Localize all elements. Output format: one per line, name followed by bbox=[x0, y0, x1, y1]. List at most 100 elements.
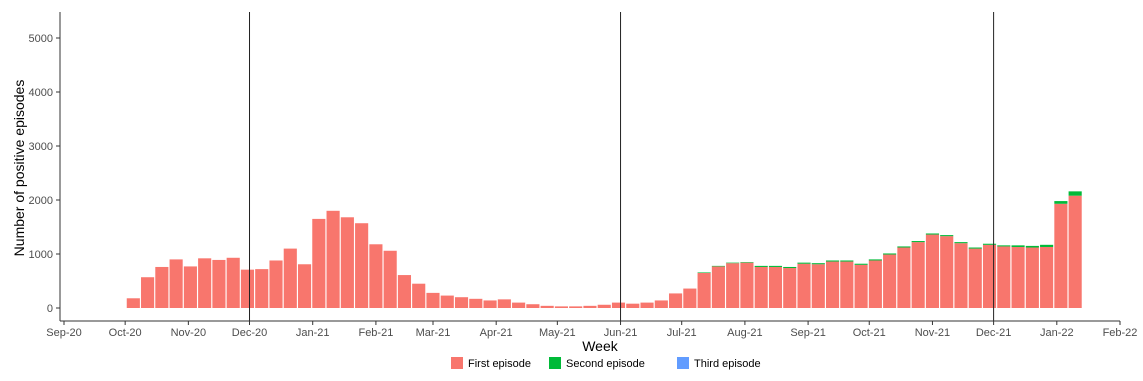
bar-first-episode bbox=[925, 234, 940, 308]
bar-first-episode bbox=[426, 292, 440, 308]
bar-second-episode bbox=[1054, 201, 1068, 204]
bar-first-episode bbox=[954, 243, 968, 308]
bar-first-episode bbox=[540, 305, 554, 308]
bar-first-episode bbox=[883, 254, 897, 308]
x-tick-label: Aug-21 bbox=[727, 327, 762, 339]
bar-first-episode bbox=[711, 266, 725, 308]
bar-first-episode bbox=[1068, 195, 1082, 308]
bar-first-episode bbox=[697, 272, 711, 308]
y-tick-label: 2000 bbox=[29, 195, 53, 207]
x-tick-label: Sep-20 bbox=[46, 327, 81, 339]
bar-first-episode bbox=[868, 260, 882, 308]
bar-first-episode bbox=[854, 264, 868, 308]
bar-second-episode bbox=[883, 253, 897, 255]
x-tick-label: Feb-22 bbox=[1103, 327, 1138, 339]
y-tick-label: 3000 bbox=[29, 141, 53, 153]
y-tick-label: 4000 bbox=[29, 87, 53, 99]
bar-first-episode bbox=[811, 264, 825, 308]
bar-first-episode bbox=[198, 258, 212, 308]
x-tick-label: Mar-21 bbox=[416, 327, 451, 339]
bar-first-episode bbox=[412, 283, 426, 308]
x-ticks-layer: Sep-20 Oct-20 Nov-20 Dec-20 Jan-21 Feb-21 Mar-… bbox=[46, 321, 1137, 339]
x-tick-label: Nov-21 bbox=[915, 327, 950, 339]
bar-first-episode bbox=[126, 298, 140, 308]
x-tick-label: Nov-20 bbox=[171, 327, 206, 339]
x-tick-label: Apr-21 bbox=[480, 327, 513, 339]
bar-second-episode bbox=[711, 265, 725, 267]
bar-second-episode bbox=[783, 266, 797, 269]
bar-second-episode bbox=[982, 243, 997, 245]
x-tick-label: May-21 bbox=[539, 327, 576, 339]
bar-second-episode bbox=[854, 263, 868, 265]
bar-second-episode bbox=[954, 242, 968, 244]
y-tick-label: 0 bbox=[47, 303, 53, 315]
bar-first-episode bbox=[654, 300, 668, 308]
x-axis-title: Week bbox=[582, 338, 619, 354]
bar-first-episode bbox=[597, 304, 611, 308]
bar-first-episode bbox=[312, 218, 326, 308]
bar-first-episode bbox=[255, 269, 269, 308]
bar-first-episode bbox=[897, 247, 911, 308]
legend-swatch bbox=[549, 357, 561, 369]
bar-second-episode bbox=[940, 235, 954, 237]
bar-first-episode bbox=[683, 288, 697, 308]
bar-first-episode bbox=[669, 293, 683, 308]
bar-first-episode bbox=[1040, 246, 1054, 308]
bar-first-episode bbox=[512, 302, 526, 308]
bar-second-episode bbox=[997, 245, 1011, 247]
x-tick-label: Jan-22 bbox=[1040, 327, 1074, 339]
bar-first-episode bbox=[169, 259, 183, 308]
bar-first-episode bbox=[297, 264, 312, 308]
bar-first-episode bbox=[554, 306, 568, 308]
bar-first-episode bbox=[626, 303, 640, 308]
bar-first-episode bbox=[825, 261, 840, 308]
bar-second-episode bbox=[925, 233, 940, 235]
bar-first-episode bbox=[183, 266, 197, 308]
bar-second-episode bbox=[768, 265, 783, 267]
bar-first-episode bbox=[754, 266, 768, 308]
bar-second-episode bbox=[754, 265, 768, 267]
bar-second-episode bbox=[1011, 245, 1025, 247]
bar-first-episode bbox=[440, 295, 454, 308]
legend-label: Third episode bbox=[694, 358, 761, 370]
bar-first-episode bbox=[355, 223, 369, 308]
bar-first-episode bbox=[497, 299, 511, 308]
bar-first-episode bbox=[397, 275, 412, 308]
bar-first-episode bbox=[454, 297, 469, 308]
bar-second-episode bbox=[726, 262, 740, 264]
x-tick-label: Dec-21 bbox=[976, 327, 1011, 339]
x-tick-label: Jul-21 bbox=[667, 327, 697, 339]
bar-first-episode bbox=[1011, 246, 1025, 308]
bar-first-episode bbox=[155, 266, 169, 308]
bar-first-episode bbox=[469, 298, 483, 308]
legend: First episode Second episode Third episode bbox=[451, 357, 761, 370]
bar-first-episode bbox=[797, 263, 811, 308]
bar-second-episode bbox=[697, 272, 711, 273]
y-ticks-layer: 0 1000 2000 3000 4000 5000 bbox=[29, 33, 60, 315]
vertical-lines-layer bbox=[249, 12, 995, 321]
legend-swatch bbox=[677, 357, 689, 369]
bar-first-episode bbox=[726, 263, 740, 308]
bar-second-episode bbox=[868, 259, 882, 261]
bar-second-episode bbox=[968, 247, 982, 249]
x-tick-label: Sep-21 bbox=[790, 327, 825, 339]
bar-first-episode bbox=[269, 260, 283, 308]
bar-second-episode bbox=[897, 246, 911, 248]
bar-first-episode bbox=[569, 306, 583, 308]
legend-label: Second episode bbox=[566, 358, 645, 370]
bar-second-episode bbox=[840, 260, 854, 262]
bar-first-episode bbox=[911, 242, 925, 308]
bar-first-episode bbox=[583, 305, 597, 308]
bar-first-episode bbox=[982, 244, 997, 308]
bar-first-episode bbox=[940, 236, 954, 308]
y-tick-label: 5000 bbox=[29, 33, 53, 45]
bar-first-episode bbox=[740, 262, 754, 308]
y-tick-label: 1000 bbox=[29, 249, 53, 261]
x-tick-label: Oct-20 bbox=[109, 327, 142, 339]
bar-first-episode bbox=[369, 244, 383, 308]
bar-first-episode bbox=[997, 246, 1011, 308]
bar-first-episode bbox=[483, 300, 497, 308]
bar-first-episode bbox=[1025, 247, 1039, 308]
bar-second-episode bbox=[1040, 244, 1054, 247]
bar-second-episode bbox=[811, 263, 825, 265]
